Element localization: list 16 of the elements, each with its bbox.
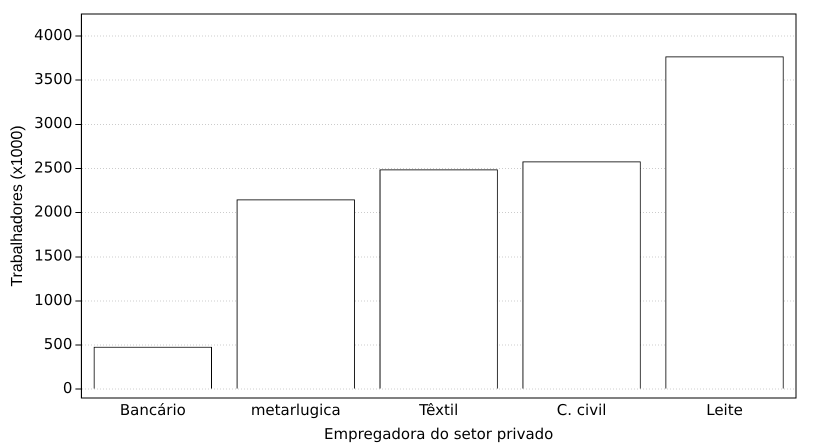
x-tick-label: metarlugica (250, 400, 341, 419)
y-tick-label: 500 (44, 334, 72, 353)
y-axis-title: Trabalhadores (x1000) (9, 125, 26, 287)
y-tick-label: 3000 (34, 114, 72, 132)
x-tick-label: C. civil (556, 400, 606, 419)
x-tick-label: Leite (706, 400, 743, 419)
y-tick-label: 1500 (34, 246, 72, 265)
y-tick-label: 2000 (34, 202, 72, 221)
x-tick-label: Têxtil (418, 400, 458, 419)
y-tick-label: 3500 (34, 70, 72, 88)
y-tick-label: 2500 (34, 158, 72, 176)
x-axis-title: Empregadora do setor privado (324, 424, 554, 443)
y-tick-label: 0 (62, 379, 72, 398)
y-tick-label: 4000 (34, 26, 72, 44)
y-tick-label: 1000 (34, 290, 72, 309)
x-tick-label: Bancário (120, 400, 186, 419)
